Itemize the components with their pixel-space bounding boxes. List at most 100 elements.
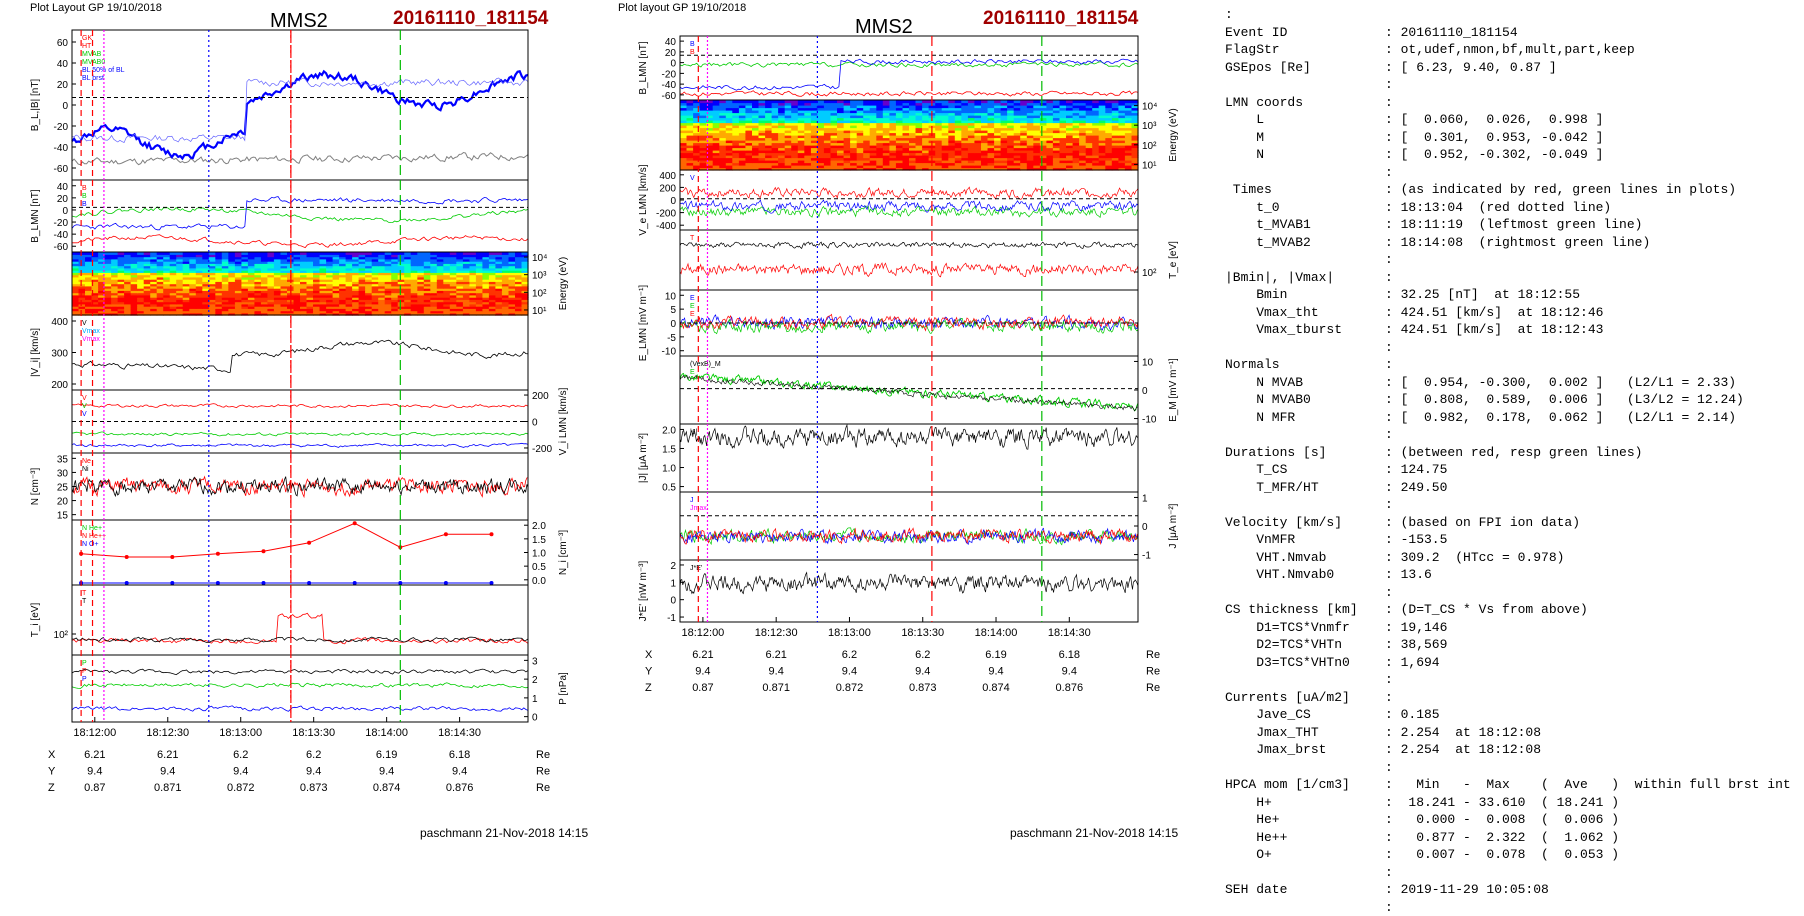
summary-row: Jmax_THT: 2.254 at 18:12:08: [1225, 724, 1791, 742]
summary-value: : 309.2 (HTcc = 0.978): [1385, 549, 1564, 567]
summary-row: Vmax_tburst: 424.51 [km/s] at 18:12:43: [1225, 321, 1791, 339]
position-value: 0.871: [762, 682, 790, 694]
y-tick-label: -20: [662, 69, 677, 80]
series-line: [81, 523, 491, 557]
y-tick-label: 0.0: [532, 576, 546, 587]
summary-key: t_0: [1225, 199, 1385, 217]
position-unit: Re: [1146, 682, 1160, 694]
y-tick-label: 2.0: [532, 521, 546, 532]
position-unit: Re: [536, 749, 550, 761]
x-tick-label: 18:12:00: [73, 727, 116, 739]
summary-row: :: [1225, 759, 1791, 777]
summary-key: L: [1225, 111, 1385, 129]
position-value: 9.4: [695, 666, 710, 678]
position-value: 9.4: [160, 766, 175, 778]
summary-row: H+: 18.241 - 33.610 ( 18.241 ): [1225, 794, 1791, 812]
summary-value: :: [1385, 76, 1393, 94]
summary-key: He+: [1225, 811, 1385, 829]
series-line: [72, 235, 528, 248]
position-value: 6.21: [84, 749, 105, 761]
position-value: 9.4: [915, 666, 930, 678]
panel-9: 210-1J*E' [nW m⁻³]J*E': [638, 560, 1138, 624]
y-axis-label: T_e [eV]: [1168, 241, 1179, 279]
position-value: 9.4: [1062, 666, 1077, 678]
legend-entry: J: [690, 497, 694, 504]
middle-spacecraft-label: MMS2: [855, 16, 913, 39]
summary-row: He++: 0.877 - 2.322 ( 1.062 ): [1225, 829, 1791, 847]
position-value: 9.4: [452, 766, 467, 778]
y-tick-label: 0: [62, 206, 68, 217]
summary-row: VHT.Nmvab: 309.2 (HTcc = 0.978): [1225, 549, 1791, 567]
y-tick-label: 1.0: [662, 464, 676, 475]
summary-value: : 1,694: [1385, 654, 1440, 672]
legend-entry: N O+: [82, 541, 99, 548]
y-tick-label: 40: [57, 59, 69, 70]
y-tick-label: 1.0: [532, 549, 546, 560]
summary-row: Times: (as indicated by red, green lines…: [1225, 181, 1791, 199]
summary-key: t_MVAB2: [1225, 234, 1385, 252]
summary-row: Normals:: [1225, 356, 1791, 374]
summary-key: Durations [s]: [1225, 444, 1385, 462]
series-line: [680, 91, 1138, 97]
series-line: [680, 59, 1138, 90]
summary-key: Event ID: [1225, 24, 1385, 42]
legend-entry: B: [690, 41, 695, 48]
y-tick-label: -1: [667, 613, 676, 624]
position-value: 0.873: [300, 782, 328, 794]
summary-key: Jave_CS: [1225, 706, 1385, 724]
y-tick-label: -1: [1142, 551, 1151, 562]
position-value: 9.4: [842, 666, 857, 678]
y-axis-label: Energy (eV): [558, 257, 569, 310]
middle-event-id: 20161110_181154: [983, 8, 1138, 30]
summary-value: : 2.254 at 18:12:08: [1385, 724, 1541, 742]
x-tick-label: 18:12:00: [681, 627, 724, 639]
summary-key: M: [1225, 129, 1385, 147]
position-value: 6.18: [449, 749, 470, 761]
series-line: [72, 404, 528, 408]
y-tick-label: 20: [57, 80, 69, 91]
summary-row: Jave_CS: 0.185: [1225, 706, 1791, 724]
summary-row: LMN coords:: [1225, 94, 1791, 112]
panel-7: 2.01.51.00.50.0N_i [cm⁻³]N He+N He++N O+: [72, 520, 569, 587]
x-tick-label: 18:13:30: [901, 627, 944, 639]
position-value: 6.21: [765, 649, 786, 661]
legend-entry: V: [82, 403, 87, 410]
y-tick-label: 10¹: [1142, 160, 1157, 171]
summary-value: : [ 0.301, 0.953, -0.042 ]: [1385, 129, 1603, 147]
summary-row: :: [1225, 864, 1791, 882]
panel-frame: [72, 180, 528, 252]
y-axis-label: Energy (eV): [1168, 108, 1179, 161]
legend-entry: P: [82, 660, 87, 667]
position-row-label: Z: [48, 782, 55, 794]
y-tick-label: 5: [670, 305, 676, 316]
position-unit: Re: [536, 782, 550, 794]
x-tick-label: 18:14:30: [438, 727, 481, 739]
summary-row: t_MVAB1: 18:11:19 (leftmost green line): [1225, 216, 1791, 234]
summary-value: : 124.75: [1385, 461, 1447, 479]
position-row-label: Y: [645, 666, 653, 678]
summary-value: :: [1385, 671, 1393, 689]
panel-frame: [680, 356, 1138, 424]
position-value: 0.874: [982, 682, 1010, 694]
summary-value: : 18:11:19 (leftmost green line): [1385, 216, 1642, 234]
panel-7: 2.01.51.00.5|J| [μA m⁻²]|J|: [638, 424, 1138, 494]
series-line: [680, 374, 1138, 411]
summary-value: : (between red, resp green lines): [1385, 444, 1642, 462]
y-axis-label: B_L,|B| [nT]: [30, 79, 41, 132]
summary-key: H+: [1225, 794, 1385, 812]
y-tick-label: 0.5: [662, 483, 676, 494]
summary-value: : [ 6.23, 9.40, 0.87 ]: [1385, 59, 1557, 77]
position-row-label: X: [645, 649, 653, 661]
panel-frame: [72, 655, 528, 722]
position-value: 0.872: [227, 782, 255, 794]
series-line: [72, 706, 528, 712]
legend-entry: T: [690, 235, 695, 242]
y-tick-label: 3: [532, 656, 538, 667]
y-tick-label: 2.0: [662, 425, 676, 436]
